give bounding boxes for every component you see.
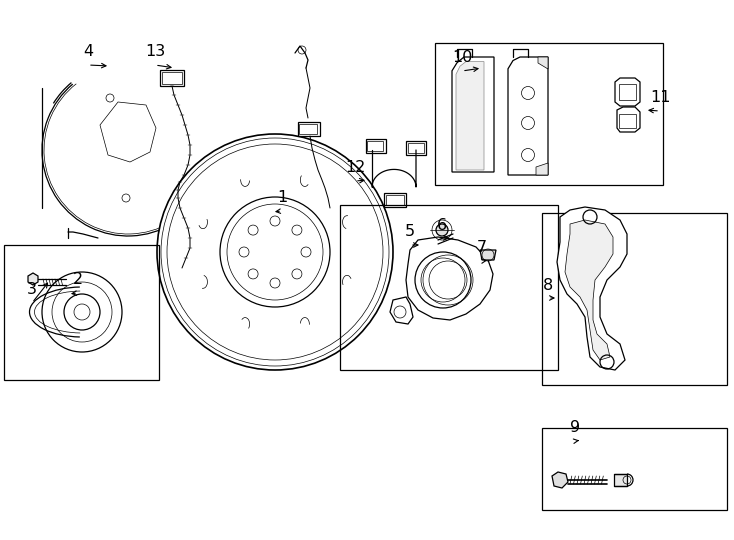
Bar bbox=[320, 200, 338, 210]
Polygon shape bbox=[536, 163, 548, 175]
Polygon shape bbox=[28, 273, 38, 285]
Bar bbox=[435, 43, 663, 185]
Text: 11: 11 bbox=[650, 91, 670, 105]
Circle shape bbox=[292, 225, 302, 235]
Text: 9: 9 bbox=[570, 421, 580, 435]
Bar bbox=[322, 212, 336, 220]
Text: 8: 8 bbox=[543, 278, 553, 293]
Polygon shape bbox=[538, 57, 548, 69]
Bar bbox=[340, 205, 558, 370]
Circle shape bbox=[248, 269, 258, 279]
Circle shape bbox=[436, 224, 448, 236]
Text: 6: 6 bbox=[437, 218, 447, 233]
Bar bbox=[174, 265, 194, 275]
Polygon shape bbox=[552, 472, 568, 488]
Circle shape bbox=[292, 269, 302, 279]
Bar bbox=[172, 263, 196, 277]
Bar bbox=[619, 114, 636, 128]
Polygon shape bbox=[452, 57, 494, 172]
Circle shape bbox=[270, 278, 280, 288]
Bar bbox=[406, 141, 426, 155]
Circle shape bbox=[301, 247, 311, 257]
Text: 4: 4 bbox=[83, 44, 93, 59]
Text: 13: 13 bbox=[145, 44, 165, 59]
Polygon shape bbox=[617, 107, 640, 132]
Circle shape bbox=[270, 216, 280, 226]
Polygon shape bbox=[565, 220, 613, 360]
Bar bbox=[366, 139, 386, 153]
Bar bbox=[4, 245, 159, 380]
Text: 12: 12 bbox=[345, 160, 366, 176]
Bar bbox=[619, 84, 636, 100]
Bar bbox=[162, 72, 182, 84]
Circle shape bbox=[157, 134, 393, 370]
Circle shape bbox=[248, 225, 258, 235]
Bar bbox=[160, 70, 184, 86]
Text: 3: 3 bbox=[27, 282, 37, 298]
Text: 5: 5 bbox=[405, 225, 415, 240]
Text: 10: 10 bbox=[452, 51, 472, 65]
Bar bbox=[542, 213, 727, 385]
Polygon shape bbox=[406, 237, 493, 320]
Polygon shape bbox=[390, 297, 413, 324]
Polygon shape bbox=[615, 78, 640, 106]
Bar bbox=[408, 143, 424, 153]
Polygon shape bbox=[100, 102, 156, 162]
Bar bbox=[298, 122, 320, 136]
Polygon shape bbox=[456, 62, 484, 170]
Bar bbox=[367, 141, 383, 151]
Circle shape bbox=[42, 272, 122, 352]
Polygon shape bbox=[614, 474, 627, 486]
Circle shape bbox=[239, 247, 249, 257]
Polygon shape bbox=[508, 57, 548, 175]
Bar bbox=[299, 124, 317, 134]
Polygon shape bbox=[557, 207, 627, 370]
Bar bbox=[386, 195, 404, 205]
Bar bbox=[542, 428, 727, 510]
Bar bbox=[384, 193, 406, 207]
Text: 7: 7 bbox=[477, 240, 487, 255]
Polygon shape bbox=[480, 250, 496, 260]
Text: 1: 1 bbox=[277, 191, 287, 206]
Text: 2: 2 bbox=[73, 273, 83, 287]
